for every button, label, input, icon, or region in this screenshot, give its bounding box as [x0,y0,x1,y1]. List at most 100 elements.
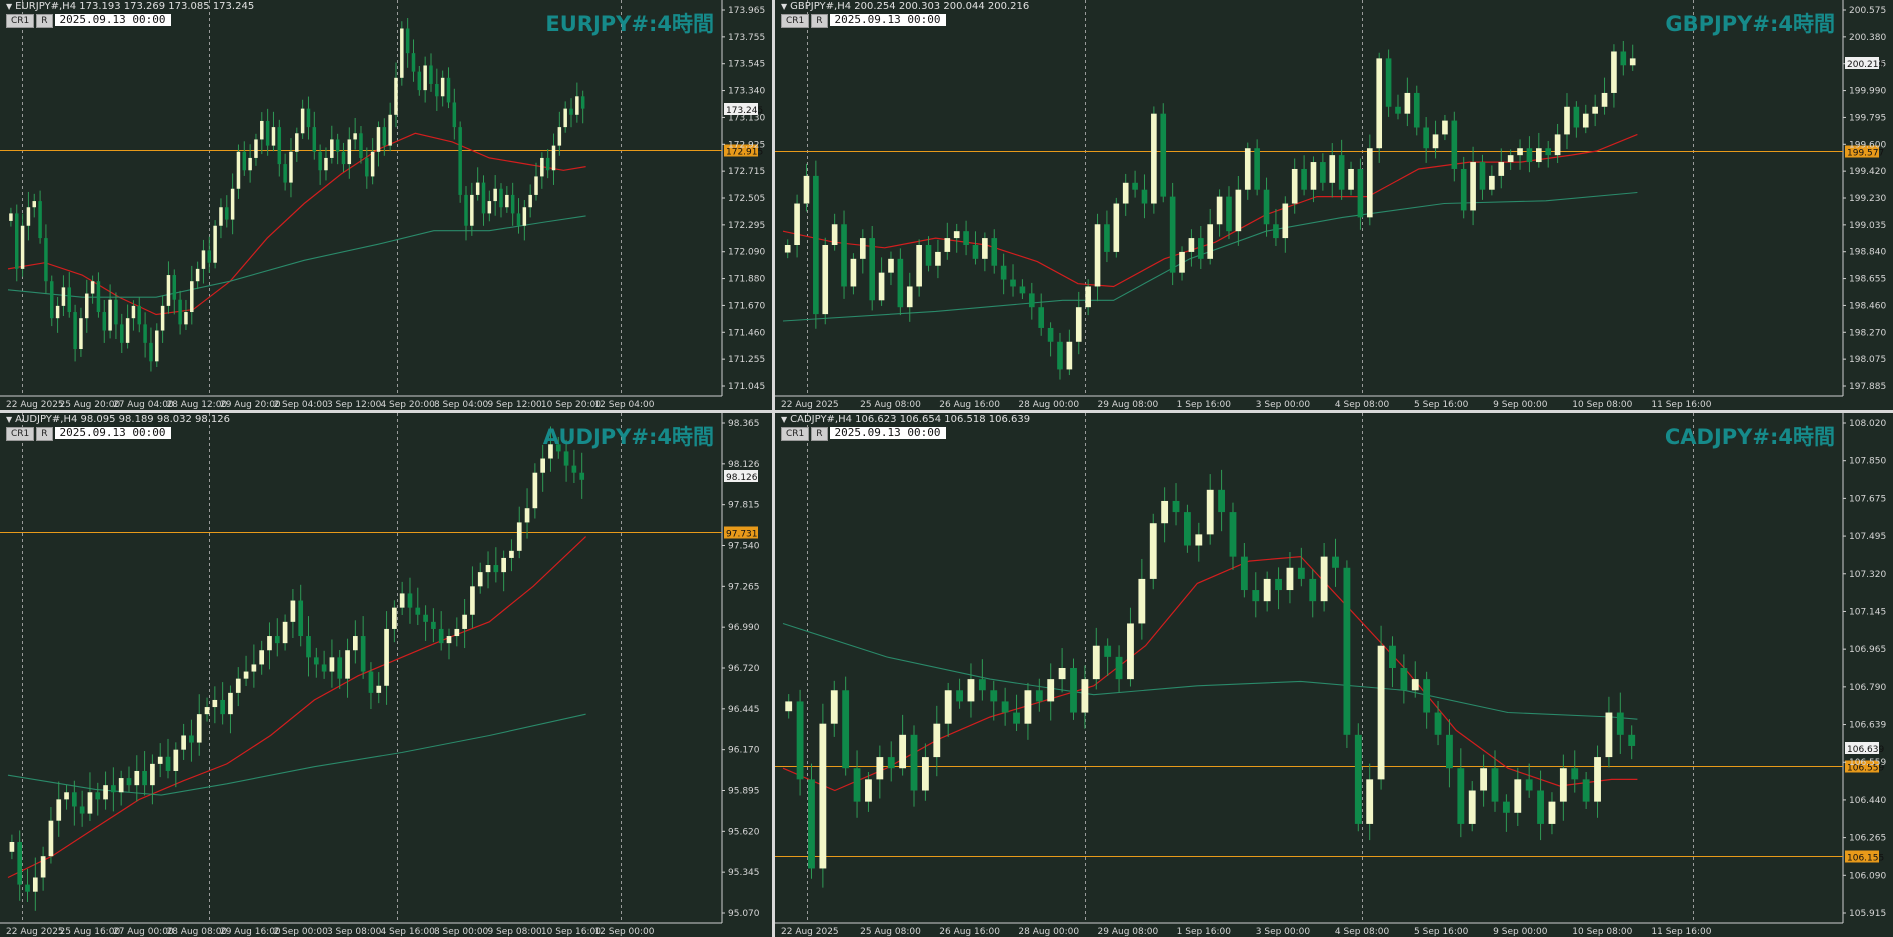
candle-bull [64,792,69,800]
chip-cr1[interactable]: CR1 [781,14,810,28]
collapse-triangle-icon[interactable]: ▼ [6,415,13,424]
symbol-header: ▼ AUDJPY#,H4 98.095 98.189 98.032 98.126 [6,414,230,425]
candle-bull [830,690,838,724]
chip-cr1[interactable]: CR1 [6,427,35,441]
candle-bear [1263,189,1270,225]
candle-bear [1169,196,1176,273]
candle-bull [440,77,445,97]
chart-svg: 97.731 98.365 98.126 97.815 97.540 97.265 96.9… [0,413,772,937]
price-axis[interactable] [1843,413,1893,937]
price-tick-label: 106.265 [1849,834,1886,844]
candle-bear [1035,690,1043,702]
candle-bull [55,305,60,319]
candle-bear [1240,556,1248,591]
time-tick-label: 28 Aug 12:00 [166,400,227,410]
candle-bull [251,664,257,672]
candle-bear [991,238,998,266]
chip-r[interactable]: R [36,14,53,28]
time-tick-label: 29 Aug 08:00 [1098,400,1159,410]
price-tick-label: 198.075 [1849,355,1886,365]
price-tick-label: 171.255 [728,355,765,365]
chip-r[interactable]: R [36,427,53,441]
candle-bear [1254,148,1260,190]
price-tick-label: 173.755 [728,33,765,43]
candle-bull [1094,224,1101,287]
datetime-field[interactable]: 2025.09.13 00:00 [829,427,946,439]
candle-bull [1310,162,1317,190]
level-price-tag-bg [1845,760,1879,773]
candle-bear [972,245,979,259]
candle-bull [462,614,467,629]
candle-bear [579,472,585,480]
candle-bull [921,757,929,791]
price-tick-label: 106.559 [1849,758,1886,768]
moving-average-slow [782,191,1638,322]
candle-bear [842,690,850,769]
candle-bull [794,203,800,245]
collapse-triangle-icon[interactable]: ▼ [781,415,788,424]
datetime-field[interactable]: 2025.09.13 00:00 [54,427,171,439]
price-tick-label: 96.170 [728,746,760,756]
time-tick-label: 25 Aug 20:00 [59,400,120,410]
chart-panel-eurjpy[interactable]: 172.915 173.965 173.755 173.545 173.340 173.1… [0,0,772,410]
price-axis[interactable] [722,0,772,410]
chart-panel-cadjpy[interactable]: 106.559 106.155 108.020 107.850 107.675 107.4… [775,413,1893,937]
candle-bull [48,820,54,857]
candle-bull [935,251,941,266]
candle-bear [1038,307,1045,328]
datetime-field[interactable]: 2025.09.13 00:00 [829,14,946,26]
current-price-tag: 173.245 [726,106,763,116]
candle-bull [1113,203,1120,252]
candle-bull [540,157,544,177]
candle-bull [784,245,791,253]
candle-bear [438,628,444,644]
chip-cr1[interactable]: CR1 [6,14,35,28]
chart-panel-audjpy[interactable]: 97.731 98.365 98.126 97.815 97.540 97.265 96.9… [0,413,772,937]
candle-bear [1019,286,1026,294]
candle-bull [1179,251,1185,273]
candle-bull [1081,679,1089,713]
candle-bear [481,182,486,214]
candle-bear [1423,127,1429,149]
price-tick-label: 199.795 [1849,113,1886,123]
chart-panel-gbpjpy[interactable]: 199.577200.575200.380200.185199.990199.7… [775,0,1893,410]
chip-r[interactable]: R [811,14,828,28]
candle-bear [956,690,963,702]
candle-bull [213,225,217,263]
time-tick-label: 5 Sep 16:00 [1414,400,1469,410]
collapse-triangle-icon[interactable]: ▼ [6,2,13,11]
candle-bear [415,607,421,615]
candle-bear [149,342,153,362]
candle-bull [487,201,492,214]
candle-bull [485,565,491,573]
candle-bear [1357,168,1364,218]
datetime-field[interactable]: 2025.09.13 00:00 [54,14,171,26]
candle-bull [56,799,62,821]
candle-bull [289,151,293,183]
price-tick-label: 105.915 [1849,909,1886,919]
chip-r[interactable]: R [811,427,828,441]
candle-bear [1385,58,1392,107]
collapse-triangle-icon[interactable]: ▼ [781,2,788,11]
candle-bear [1172,500,1180,513]
candle-bear [887,757,895,769]
candle-bull [454,628,460,637]
price-axis[interactable] [722,413,772,937]
price-tick-label: 173.340 [728,87,765,97]
chip-cr1[interactable]: CR1 [781,427,810,441]
price-tick-label: 172.090 [728,248,765,258]
candle-bull [155,330,159,362]
time-tick-label: 10 Sep 08:00 [1572,400,1632,410]
price-tick-label: 95.620 [728,827,760,837]
time-tick-label: 3 Sep 00:00 [1256,927,1311,937]
time-tick-label: 29 Aug 20:00 [220,400,281,410]
candle-bull [204,707,210,715]
candle-bear [341,151,346,165]
price-tick-label: 198.270 [1849,328,1886,338]
candle-bull [125,318,130,343]
candle-bull [822,245,829,315]
time-tick-label: 9 Sep 12:00 [487,400,542,410]
chart-tool-chips: CR1 R 2025.09.13 00:00 [781,14,946,28]
chart-title: CADJPY#:4時間 [1664,425,1835,449]
candle-bear [172,275,177,300]
